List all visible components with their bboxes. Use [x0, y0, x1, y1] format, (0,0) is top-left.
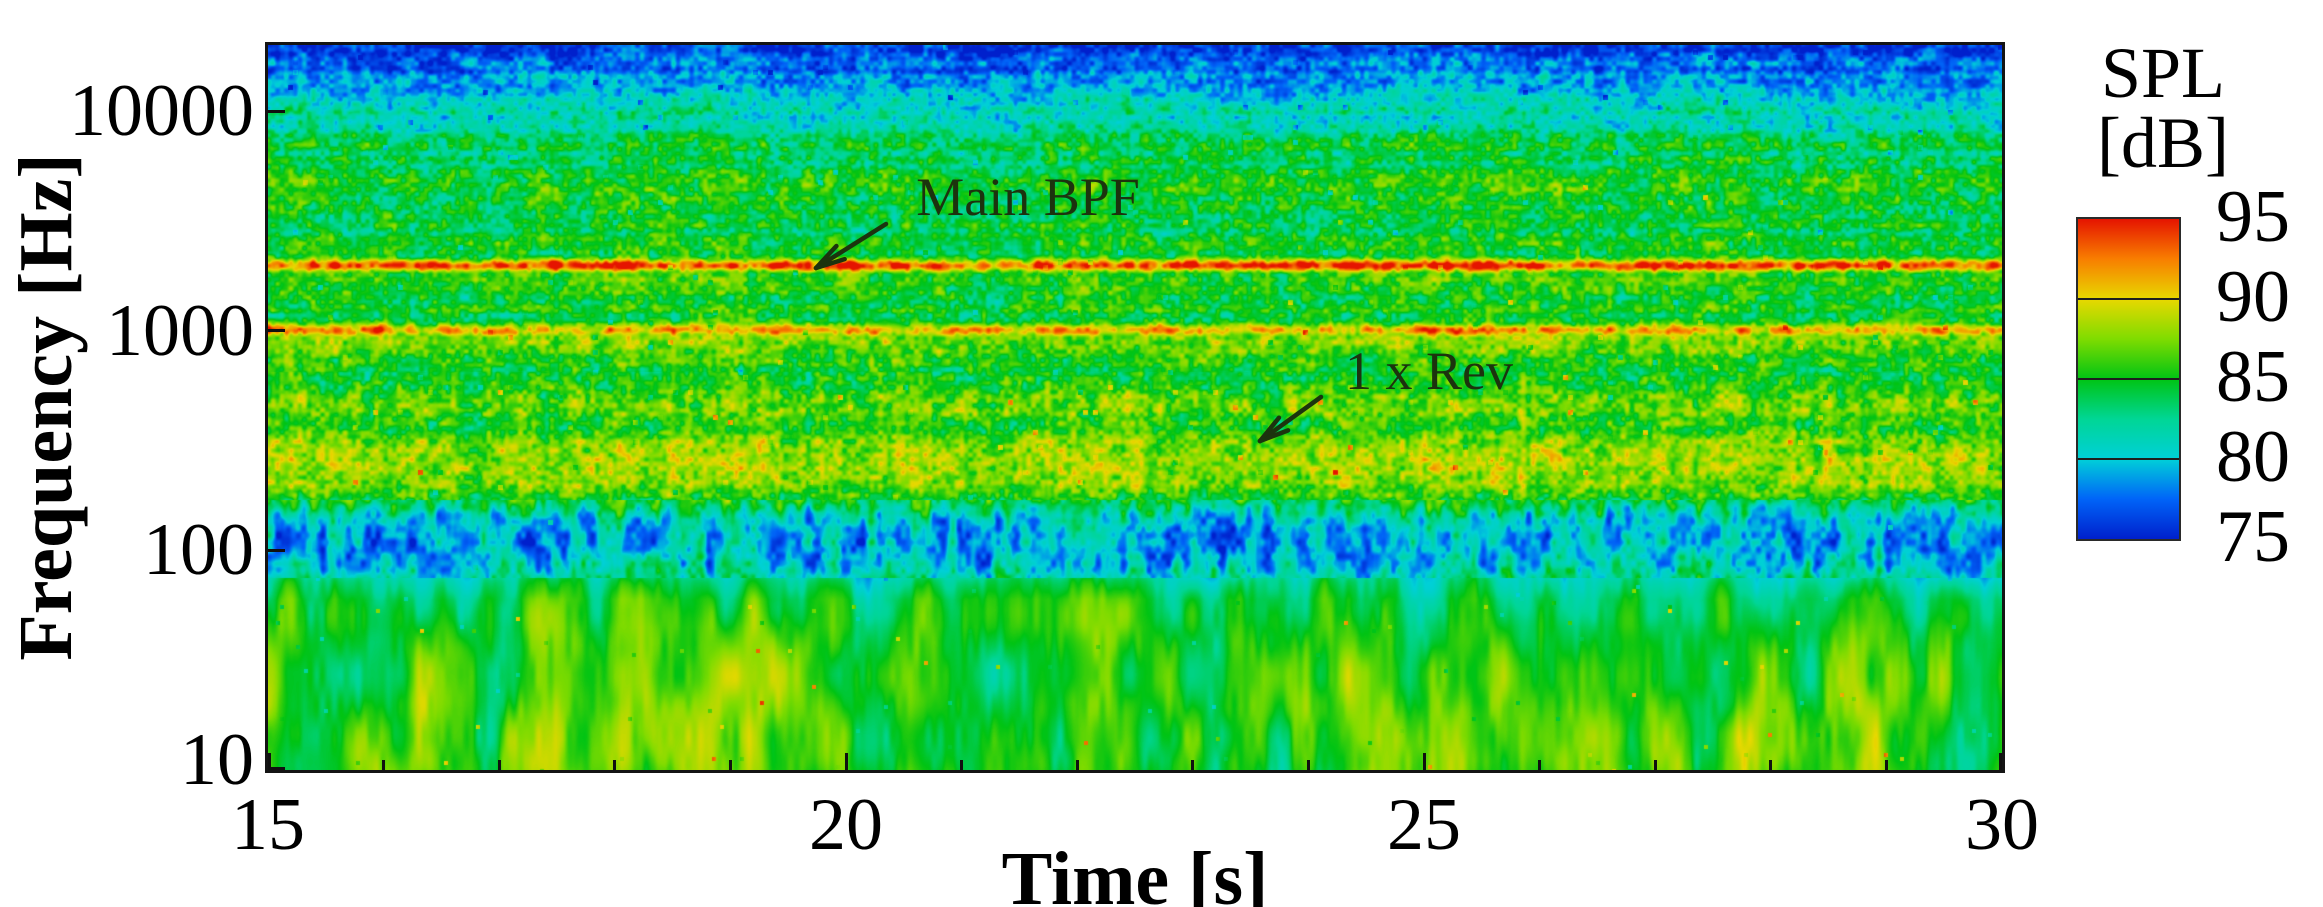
colorbar-tick-label: 75	[2216, 496, 2290, 578]
colorbar-tick-label: 85	[2216, 336, 2290, 418]
x-minor-tick	[1884, 760, 1888, 770]
colorbar	[2076, 217, 2181, 541]
colorbar-tick-label: 95	[2216, 176, 2290, 258]
y-tick-label: 10000	[69, 70, 254, 153]
x-minor-tick	[497, 760, 501, 770]
spectrogram-canvas	[268, 45, 2002, 770]
x-minor-tick	[1653, 760, 1657, 770]
x-major-tick	[1999, 753, 2002, 770]
colorbar-units: [dB]	[2097, 103, 2229, 183]
y-major-tick	[268, 548, 285, 552]
plot-area	[265, 42, 2005, 773]
x-minor-tick	[1075, 760, 1079, 770]
y-major-tick	[268, 329, 285, 333]
x-minor-tick	[1769, 760, 1773, 770]
x-major-tick	[1422, 753, 1426, 770]
x-axis-title: Time [s]	[1001, 837, 1269, 907]
colorbar-tick-label: 90	[2216, 256, 2290, 338]
x-minor-tick	[1306, 760, 1310, 770]
x-tick-label: 20	[809, 784, 883, 866]
annotation-main-bpf: Main BPF	[916, 167, 1140, 227]
y-major-tick	[268, 767, 285, 770]
x-minor-tick	[613, 760, 617, 770]
x-major-tick	[844, 753, 848, 770]
x-minor-tick	[960, 760, 964, 770]
colorbar-title: SPL	[2100, 33, 2226, 113]
x-minor-tick	[728, 760, 732, 770]
y-tick-label: 100	[143, 509, 254, 592]
x-tick-label: 15	[231, 784, 305, 866]
y-tick-label: 10	[180, 719, 254, 801]
annotation-1x-rev: 1 x Rev	[1345, 341, 1513, 401]
x-minor-tick	[1191, 760, 1195, 770]
x-minor-tick	[382, 760, 386, 770]
colorbar-divider	[2078, 378, 2179, 380]
colorbar-divider	[2078, 298, 2179, 300]
y-major-tick	[268, 109, 285, 113]
colorbar-divider	[2078, 458, 2179, 460]
y-tick-label: 1000	[106, 289, 254, 372]
colorbar-tick-label: 80	[2216, 416, 2290, 498]
x-major-tick	[268, 753, 271, 770]
x-tick-label: 25	[1387, 784, 1461, 866]
x-minor-tick	[1538, 760, 1542, 770]
x-tick-label: 30	[1965, 784, 2039, 866]
